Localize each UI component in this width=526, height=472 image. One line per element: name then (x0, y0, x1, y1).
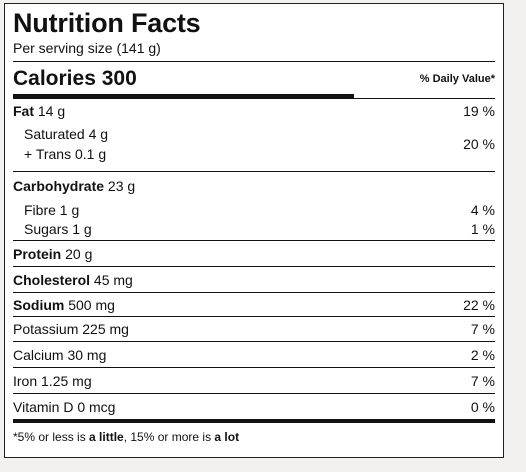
saturated-name: Saturated (24, 126, 85, 142)
footnote-part2: , 15% or more is (123, 430, 215, 444)
potassium-name: Potassium (13, 321, 79, 337)
vitamin-d-pct: 0 % (470, 399, 495, 415)
carbohydrate-row: Carbohydrate 23 g (13, 171, 495, 198)
potassium-pct: 7 % (470, 321, 495, 337)
serving-size: Per serving size (141 g) (13, 40, 161, 56)
footnote-lot: a lot (214, 430, 240, 444)
sat-trans-pct: 20 % (463, 136, 495, 152)
calcium-name: Calcium (13, 347, 64, 363)
sugars-pct: 1 % (470, 221, 495, 237)
footnote-part1: *5% or less is (13, 430, 90, 444)
fat-pct: 19 % (463, 103, 495, 119)
fibre-pct: 4 % (470, 202, 495, 218)
cholesterol-row: Cholesterol 45 mg (13, 266, 495, 292)
iron-name: Iron (13, 373, 38, 389)
saturated-amount: 4 g (88, 126, 109, 142)
protein-name: Protein (13, 246, 62, 262)
calcium-amount: 30 mg (67, 347, 107, 363)
fat-row: Fat 14 g 19 % (13, 98, 495, 122)
fibre-amount: 1 g (59, 202, 80, 218)
trans-amount: 0.1 g (74, 146, 107, 162)
calories-value: 300 (101, 67, 137, 90)
vitamin-d-row: Vitamin D 0 mcg 0 % (13, 393, 495, 419)
sugars-amount: 1 g (72, 221, 92, 237)
calories-label: Calories (13, 67, 96, 90)
footnote-divider (13, 419, 495, 423)
cholesterol-amount: 45 mg (93, 272, 133, 288)
fat-amount: 14 g (37, 103, 66, 119)
trans-name: + Trans (24, 146, 72, 162)
sodium-amount: 500 mg (68, 297, 115, 313)
cholesterol-name: Cholesterol (13, 272, 91, 288)
nutrition-facts-panel: Nutrition Facts Per serving size (141 g)… (4, 3, 504, 458)
protein-amount: 20 g (65, 246, 93, 262)
calories-bar (13, 94, 354, 98)
fibre-name: Fibre (24, 202, 56, 218)
sodium-row: Sodium 500 mg 22 % (13, 292, 495, 316)
protein-row: Protein 20 g (13, 240, 495, 266)
sugars-name: Sugars (24, 221, 69, 237)
calcium-pct: 2 % (470, 347, 495, 363)
sodium-name: Sodium (13, 297, 65, 313)
vitamin-d-amount: 0 mcg (77, 399, 116, 415)
sat-trans-row: Saturated 4 g + Trans 0.1 g 20 % (13, 122, 495, 171)
iron-pct: 7 % (470, 373, 495, 389)
calcium-row: Calcium 30 mg 2 % (13, 341, 495, 367)
fat-name: Fat (13, 103, 34, 119)
sodium-pct: 22 % (463, 297, 495, 313)
potassium-amount: 225 mg (82, 321, 129, 337)
footnote: *5% or less is a little, 15% or more is … (13, 430, 495, 444)
iron-row: Iron 1.25 mg 7 % (13, 367, 495, 393)
vitamin-d-name: Vitamin D (13, 399, 74, 415)
footnote-little: a little (89, 430, 124, 444)
daily-value-header: % Daily Value* (419, 73, 495, 85)
potassium-row: Potassium 225 mg 7 % (13, 316, 495, 341)
carbohydrate-amount: 23 g (107, 178, 136, 194)
calories-row: Calories 300 % Daily Value* (13, 61, 495, 98)
panel-title: Nutrition Facts (13, 8, 201, 38)
carbohydrate-name: Carbohydrate (13, 178, 105, 194)
calories-text: Calories 300 (13, 67, 137, 91)
iron-amount: 1.25 mg (41, 373, 92, 389)
fibre-sugars-row: Fibre 1 g 4 % Sugars 1 g 1 % (13, 198, 495, 240)
